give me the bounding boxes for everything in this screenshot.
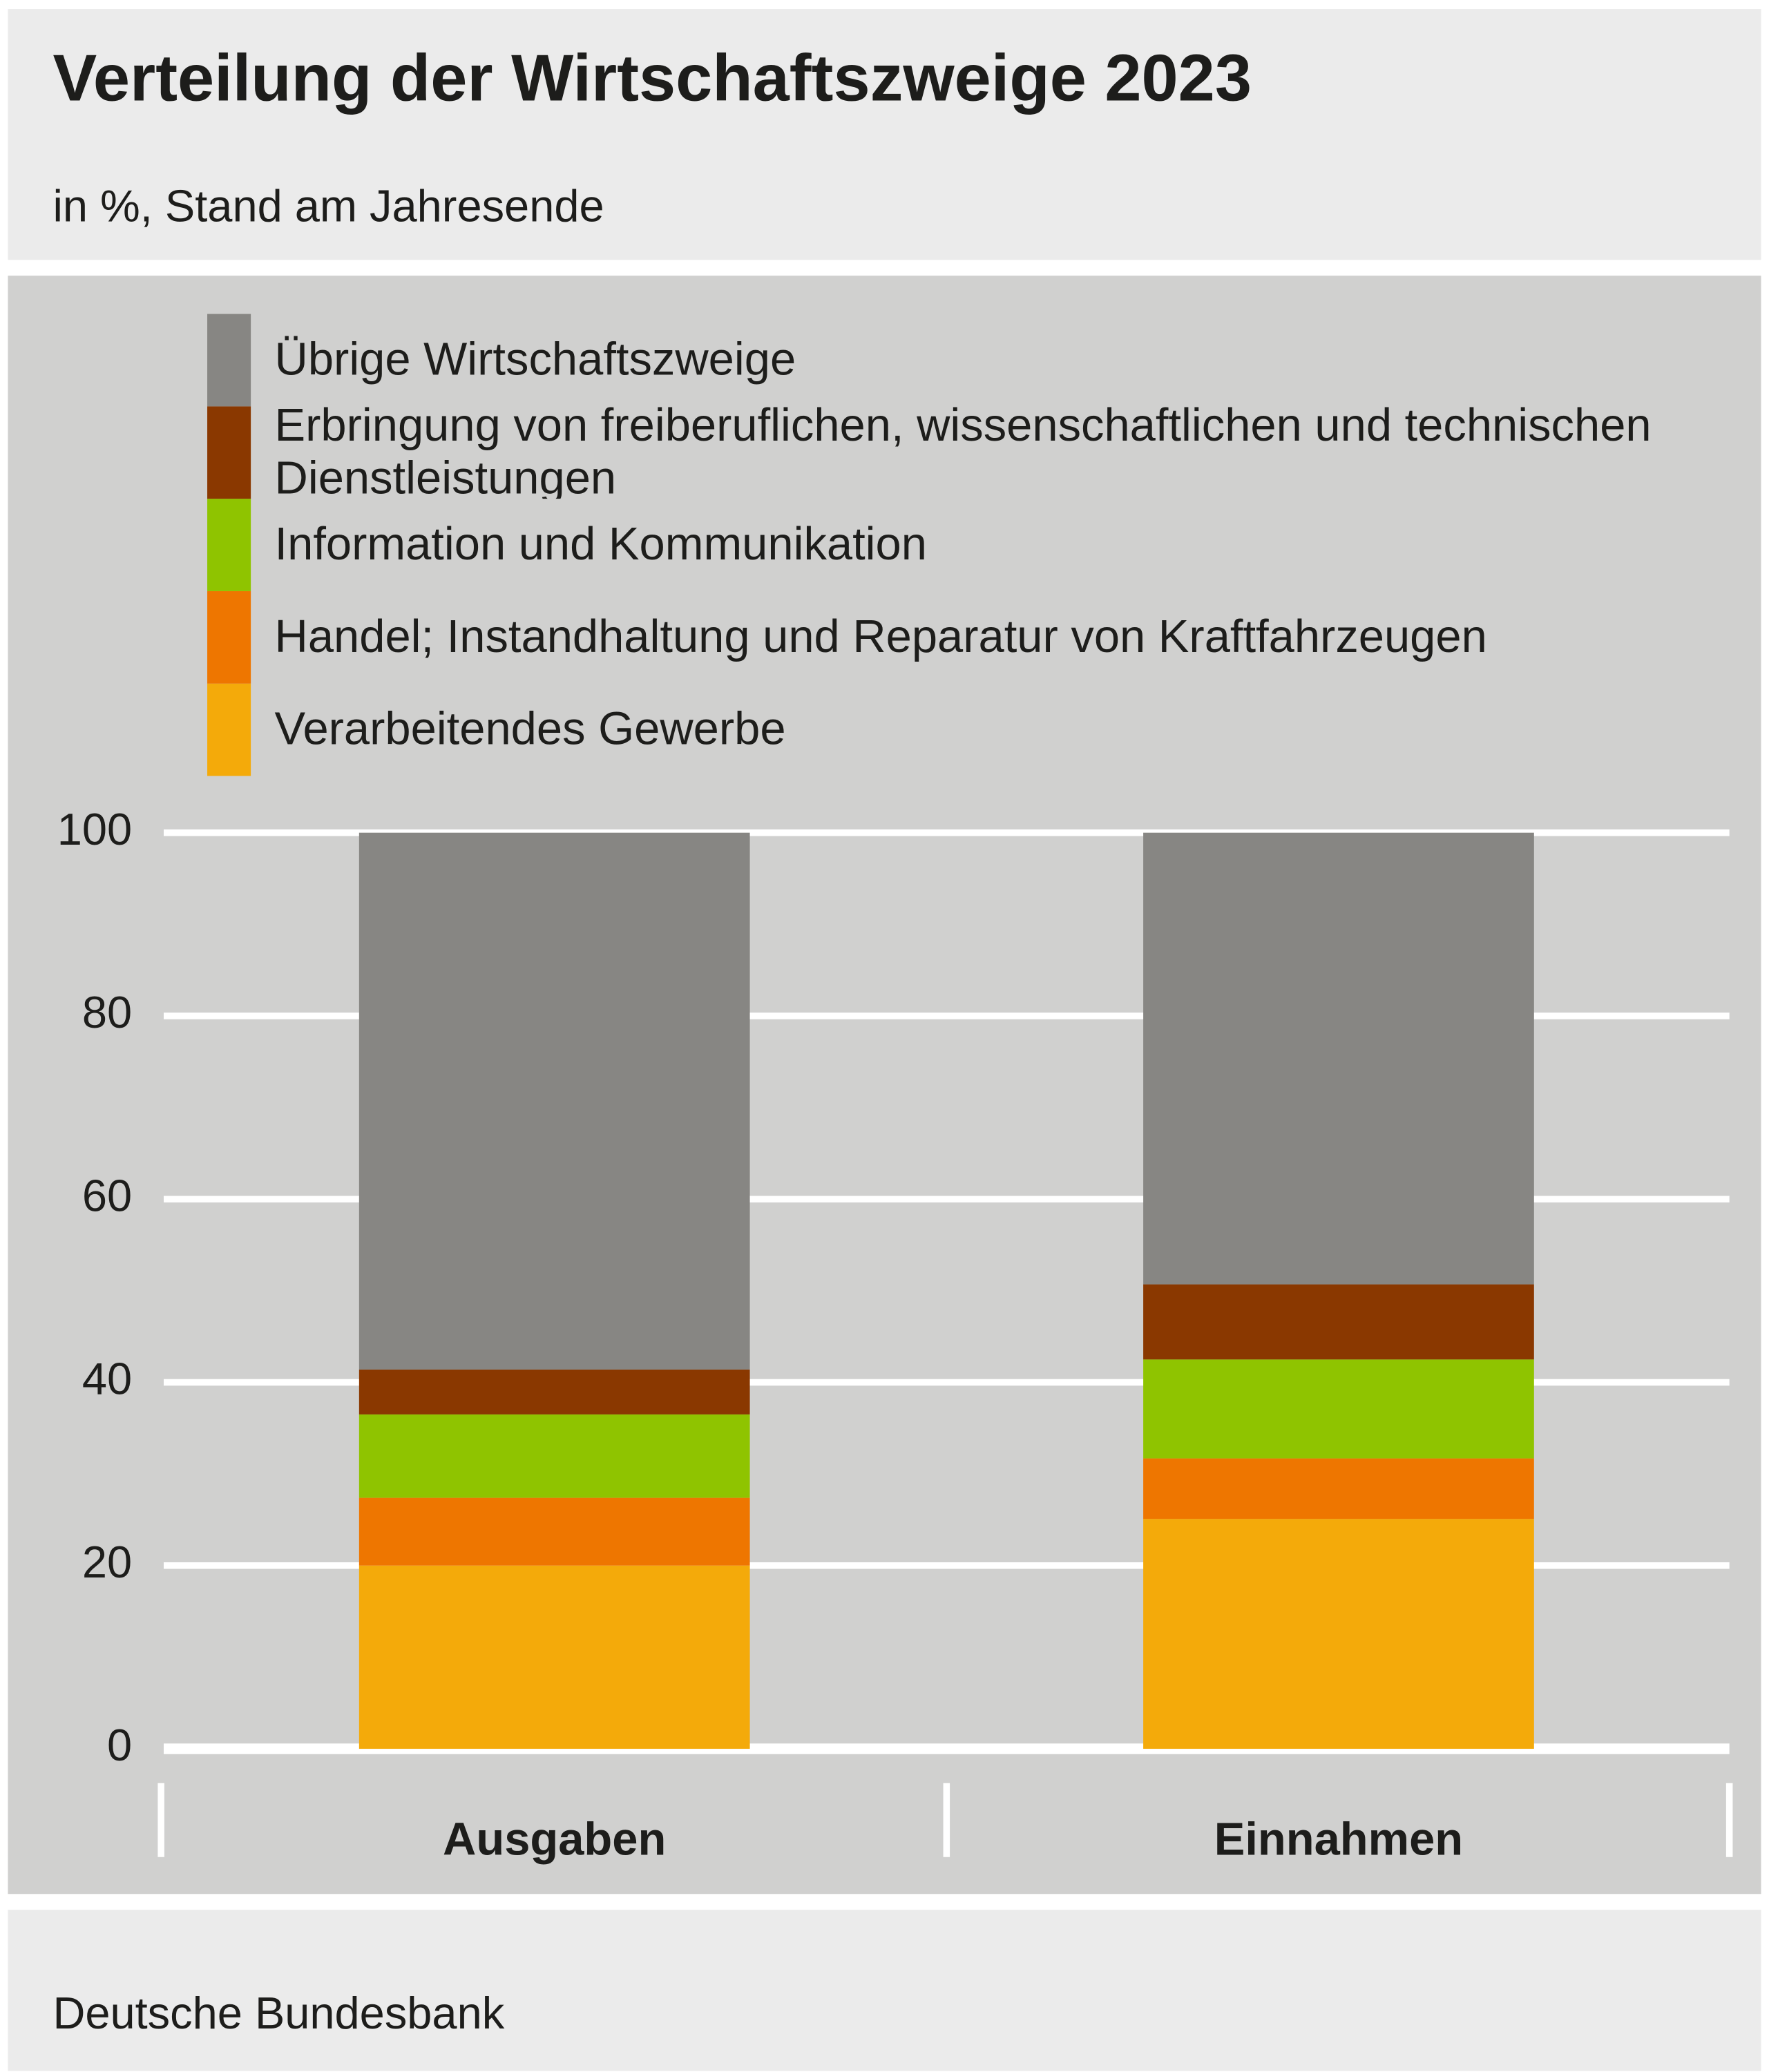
bar-segment [358, 1369, 750, 1414]
x-tick-label: Ausgaben [443, 1813, 666, 1865]
legend-label: Übrige Wirtschaftszweige [274, 334, 796, 385]
legend-label-box: Handel; Instandhaltung und Reparatur von… [274, 611, 1487, 663]
y-tick-label: 100 [57, 804, 132, 854]
bar-segment [1143, 1519, 1534, 1749]
legend-swatch [207, 499, 251, 591]
legend-label: Handel; Instandhaltung und Reparatur von… [274, 611, 1487, 663]
legend-label-box: Information und Kommunikation [274, 518, 927, 570]
subtitle: in %, Stand am Jahresende [52, 181, 604, 231]
y-tick-label: 0 [107, 1720, 132, 1770]
y-tick-label: 80 [82, 987, 132, 1037]
header-bg [8, 9, 1761, 260]
legend-label: Information und Kommunikation [274, 518, 927, 570]
bar-segment [358, 1497, 750, 1566]
y-tick-label: 60 [82, 1170, 132, 1220]
bar-segment [358, 832, 750, 1370]
legend-label-box: Verarbeitendes Gewerbe [274, 703, 786, 755]
y-tick-label: 20 [82, 1537, 132, 1587]
chart-title: Verteilung der Wirtschaftszweige 2023 [52, 41, 1252, 115]
bar-segment [1143, 1284, 1534, 1360]
legend-label: Verarbeitendes Gewerbe [274, 703, 786, 755]
source: Deutsche Bundesbank [52, 1988, 504, 2038]
bar-segment [1143, 1458, 1534, 1519]
footer-bg [8, 1910, 1761, 2071]
legend-label-box: Übrige Wirtschaftszweige [274, 334, 796, 385]
x-axis-separators [157, 1783, 1733, 1857]
legend-label-box: Erbringung von freiberuflichen, wissensc… [274, 406, 1652, 499]
legend-swatch [207, 591, 251, 684]
legend-swatch [207, 683, 251, 776]
bar-segment [1143, 1359, 1534, 1459]
bar-segment [1143, 832, 1534, 1285]
legend-swatch [207, 314, 251, 407]
bar-segment [358, 1565, 750, 1749]
legend-label: Erbringung von freiberuflichen, wissensc… [274, 406, 1652, 499]
x-tick-label: Einnahmen [1214, 1813, 1463, 1865]
y-tick-label: 40 [82, 1354, 132, 1404]
bar-segment [358, 1414, 750, 1498]
legend-swatch [207, 406, 251, 499]
